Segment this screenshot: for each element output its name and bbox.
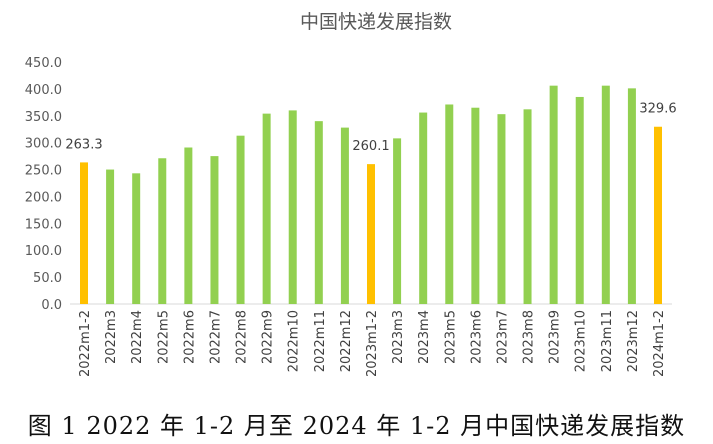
y-tick-label: 200.0 [25, 190, 62, 205]
bar [575, 96, 584, 304]
x-tick-label: 2023m1-2 [365, 310, 380, 377]
x-tick-label: 2023m6 [469, 310, 484, 364]
data-label: 329.6 [639, 102, 676, 117]
bar [471, 107, 480, 304]
bar [314, 121, 323, 305]
x-tick-label: 2023m7 [495, 310, 510, 364]
x-tick-label: 2023m11 [600, 310, 615, 372]
x-tick-label: 2022m4 [130, 310, 145, 364]
x-tick-label: 2022m9 [261, 310, 276, 364]
bar [262, 113, 271, 304]
bar [288, 110, 297, 305]
y-tick-label: 100.0 [25, 244, 62, 259]
bar [654, 126, 662, 304]
bar [497, 114, 506, 304]
x-tick-label: 2023m8 [522, 310, 537, 364]
y-tick-label: 350.0 [25, 110, 62, 125]
x-tick-label: 2022m1-2 [78, 310, 93, 377]
x-tick-label: 2024m1-2 [652, 310, 667, 377]
bar [393, 138, 402, 304]
bar [445, 104, 454, 305]
bar [132, 173, 141, 304]
bar [419, 112, 428, 304]
bar [627, 88, 636, 305]
figure-caption: 图 1 2022 年 1-2 月至 2024 年 1-2 月中国快递发展指数 [27, 412, 686, 440]
x-tick-label: 2023m4 [417, 310, 432, 364]
x-tick-label: 2022m12 [339, 310, 354, 372]
x-tick-label: 2023m5 [443, 310, 458, 364]
bar [210, 156, 219, 304]
y-tick-label: 300.0 [25, 137, 62, 152]
data-label: 260.1 [352, 139, 389, 154]
bar [80, 162, 88, 304]
bar [158, 158, 167, 304]
bar [601, 85, 610, 304]
x-tick-label: 2023m10 [574, 310, 589, 372]
x-tick-label: 2022m11 [313, 310, 328, 372]
x-tick-label: 2023m12 [626, 310, 641, 372]
bar-chart: 中国快递发展指数 0.0 50.0 100.0 150.0 200.0 250.0 300.… [25, 11, 677, 377]
x-tick-label: 2022m10 [287, 310, 302, 372]
bar [549, 85, 558, 304]
x-tick-label: 2022m8 [235, 310, 250, 364]
bar [523, 109, 532, 304]
x-tick-label: 2022m5 [156, 310, 171, 364]
y-tick-label: 400.0 [25, 83, 62, 98]
x-tick-label: 2022m6 [182, 310, 197, 364]
x-tick-label: 2022m3 [104, 310, 119, 364]
y-tick-label: 450.0 [25, 56, 62, 71]
bar [367, 164, 375, 304]
bar [236, 135, 245, 304]
x-tick-label: 2022m7 [208, 310, 223, 364]
y-tick-label: 250.0 [25, 164, 62, 179]
x-tick-label: 2023m3 [391, 310, 406, 364]
bar [106, 169, 115, 304]
data-label: 263.3 [65, 137, 102, 152]
bar [340, 127, 349, 304]
x-tick-label: 2023m9 [548, 310, 563, 364]
y-tick-label: 50.0 [33, 271, 62, 286]
y-tick-label: 150.0 [25, 217, 62, 232]
y-tick-label: 0.0 [41, 298, 62, 313]
bar [184, 147, 193, 304]
chart-title: 中国快递发展指数 [300, 11, 452, 33]
